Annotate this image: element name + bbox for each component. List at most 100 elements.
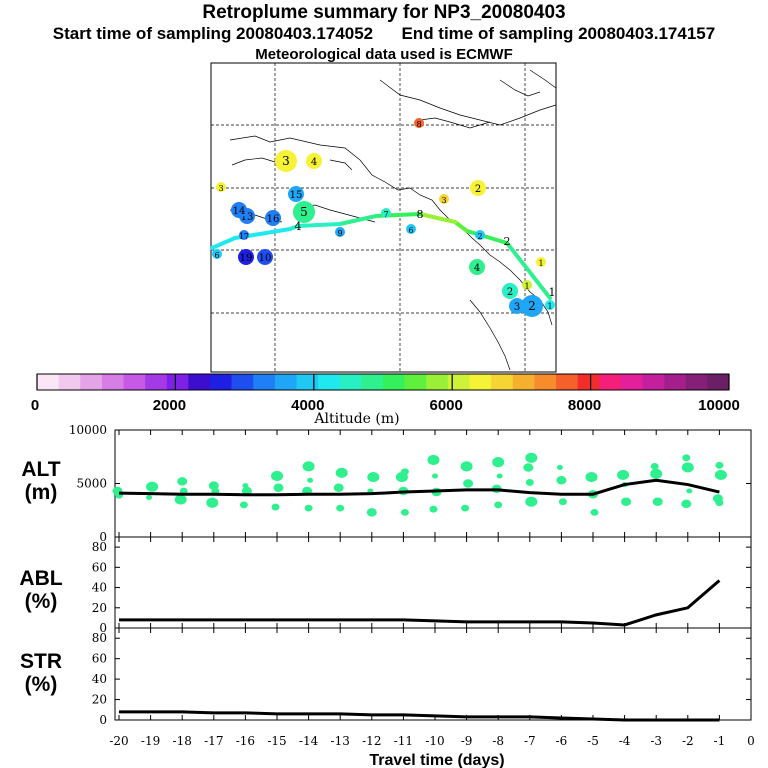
abl-panel: 0 20 40 60 80 [92, 536, 752, 635]
altitude-cluster-dot [146, 494, 153, 500]
panel-frame [114, 627, 752, 721]
altitude-cluster-dot [556, 464, 563, 471]
altitude-cluster-dot [681, 462, 694, 473]
map-cluster: 1 [522, 280, 532, 291]
alt-panel-label: ALT (m) [21, 458, 61, 504]
map-cluster-label: 5 [300, 205, 308, 219]
map-cluster-label: 13 [241, 212, 254, 223]
colorbar-swatch [58, 374, 81, 390]
x-tick-label: -20 [109, 734, 128, 748]
map-cluster-label: 2 [475, 184, 481, 195]
trajectory-segment [505, 241, 552, 300]
map-cluster-circle [536, 257, 546, 267]
y-tick-label: 0 [99, 621, 107, 635]
map-cluster-circle [469, 259, 485, 275]
altitude-cluster-dot [460, 461, 473, 472]
map-cluster: 3 [275, 150, 297, 172]
trajectory-day-label: 2 [504, 235, 511, 248]
map-cluster: 3 [216, 182, 226, 193]
x-tick-label: 0 [747, 734, 755, 748]
altitude-cluster-dot [400, 508, 409, 516]
altitude-cluster-dot [302, 461, 315, 472]
colorbar-swatch [556, 374, 578, 390]
colorbar-tick-label: 4000 [291, 397, 324, 414]
map-cluster-label: 15 [290, 190, 303, 201]
y-tick-label: 10000 [69, 423, 107, 437]
map-cluster: 17 [239, 230, 249, 241]
colorbar-tick-label: 2000 [153, 397, 186, 414]
map-cluster-circle [257, 249, 273, 265]
map-cluster: 3 [509, 298, 525, 314]
map-cluster-circle [231, 202, 247, 218]
colorbar-swatch [577, 374, 600, 390]
altitude-cluster-dot [395, 471, 408, 483]
coastline [379, 79, 557, 126]
colorbar-swatch [404, 374, 427, 390]
map-cluster-label: 3 [514, 302, 520, 313]
colorbar-swatch [426, 374, 449, 390]
str-panel: 0 20 40 60 80 [92, 627, 752, 727]
colorbar-swatch [210, 374, 232, 390]
altitude-cluster-dot [333, 483, 344, 493]
coastline [529, 69, 557, 89]
altitude-cluster-dot [681, 499, 692, 509]
map-cluster: 6 [406, 224, 416, 235]
map-cluster-label: 16 [267, 214, 280, 225]
altitude-cluster-dot [650, 462, 659, 470]
x-tick-label: -6 [556, 734, 568, 748]
coastline [419, 117, 491, 129]
map-cluster-label: 1 [538, 259, 543, 268]
colorbar-swatch [707, 374, 730, 390]
map-cluster-label: 7 [383, 210, 388, 219]
map-cluster: 14 [231, 202, 247, 218]
trajectory-segment [296, 222, 342, 228]
map-cluster-circle [470, 180, 486, 196]
map-cluster-label: 9 [337, 229, 342, 238]
y-tick-label: 0 [99, 713, 107, 727]
altitude-cluster-dot [715, 499, 724, 507]
map-cluster-label: 3 [441, 196, 446, 205]
altitude-cluster-dot [239, 501, 248, 509]
map-cluster: 2 [521, 295, 543, 317]
map-cluster-circle [414, 118, 424, 128]
alt-panel: 0 5000 10000 [69, 423, 752, 544]
y-tick-label: 0 [99, 530, 107, 544]
x-tick-label: -13 [331, 734, 350, 748]
map-cluster-circle [475, 230, 485, 240]
altitude-cluster-dot [617, 469, 630, 481]
map-cluster-label: 6 [214, 251, 219, 260]
str-line [119, 710, 720, 722]
y-tick-label: 80 [92, 540, 107, 554]
y-tick-label: 40 [92, 672, 107, 686]
colorbar-swatch [123, 374, 146, 390]
map-cluster-label: 3 [218, 184, 223, 193]
colorbar-tick-label: 8000 [568, 397, 601, 414]
altitude-cluster-dot [496, 473, 503, 479]
coastline [229, 135, 553, 326]
colorbar-swatch [318, 374, 341, 390]
colorbar-swatch [534, 374, 557, 390]
map-cluster: 2 [502, 283, 518, 299]
y-tick-label: 20 [92, 601, 107, 615]
map-cluster-circle [238, 249, 254, 265]
map-cluster-circle [275, 150, 297, 172]
trajectory-segment [210, 236, 237, 250]
map-cluster-label: 4 [474, 263, 480, 274]
altitude-cluster-dot [206, 497, 219, 508]
map-cluster: 6 [212, 249, 222, 260]
colorbar-swatch [664, 374, 687, 390]
x-tick-label: -2 [682, 734, 694, 748]
altitude-cluster-dot [686, 488, 693, 494]
map-cluster: 1 [545, 300, 555, 311]
altitude-cluster-dot [556, 476, 567, 485]
colorbar-swatch [361, 374, 384, 390]
altitude-cluster-dot [146, 481, 159, 492]
colorbar-swatch [339, 374, 362, 390]
trajectory-day-label: 8 [417, 208, 424, 221]
trajectory-segment [258, 227, 292, 236]
colorbar-swatch [231, 374, 254, 390]
map-cluster: 16 [265, 210, 281, 226]
x-tick-label: -8 [492, 734, 504, 748]
altitude-cluster-dot [714, 469, 727, 481]
